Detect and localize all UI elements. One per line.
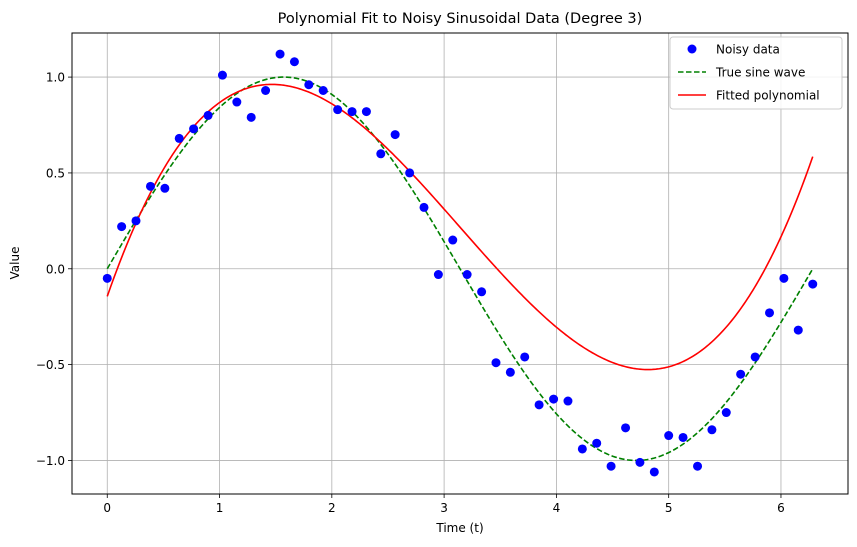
data-point [477, 287, 487, 297]
legend-label-fitted-polynomial: Fitted polynomial [716, 89, 820, 103]
x-tick-label: 4 [553, 501, 561, 515]
data-point [347, 107, 357, 117]
plot-frame [71, 32, 849, 495]
y-tick-label: 0.0 [46, 262, 65, 276]
data-point [765, 308, 775, 318]
data-point [505, 367, 515, 377]
data-point [736, 369, 746, 379]
data-point [750, 352, 760, 362]
series-line-fitted-polynomial [106, 83, 814, 371]
data-point [649, 467, 659, 477]
data-point [419, 202, 429, 212]
data-point [462, 270, 472, 280]
data-points [102, 49, 818, 477]
data-point [606, 461, 616, 471]
data-point [779, 273, 789, 283]
data-point [592, 438, 602, 448]
data-point [376, 149, 386, 159]
data-point [405, 168, 415, 178]
data-point [635, 457, 645, 467]
data-point [678, 432, 688, 442]
x-tick-label: 6 [777, 501, 785, 515]
data-point [707, 425, 717, 435]
data-point [534, 400, 544, 410]
data-point [131, 216, 141, 226]
data-point [145, 181, 155, 191]
data-point [217, 70, 227, 80]
data-point [563, 396, 573, 406]
data-point [793, 325, 803, 335]
y-ticks: −1.0 −0.5 0.0 0.5 1.0 [36, 71, 72, 468]
chart-title: Polynomial Fit to Noisy Sinusoidal Data … [278, 11, 643, 27]
x-tick-label: 5 [665, 501, 673, 515]
series-line-true-sine [106, 76, 814, 462]
data-point [174, 133, 184, 143]
data-point [160, 183, 170, 193]
data-point [333, 105, 343, 115]
data-point [520, 352, 530, 362]
data-point [549, 394, 559, 404]
data-point [275, 49, 285, 59]
data-point [390, 130, 400, 140]
y-tick-label: −0.5 [36, 358, 65, 372]
legend-label-true-sine: True sine wave [715, 66, 805, 80]
data-point [621, 423, 631, 433]
x-tick-label: 1 [216, 501, 224, 515]
data-point [289, 57, 299, 67]
data-point [189, 124, 199, 134]
y-tick-label: −1.0 [36, 454, 65, 468]
y-tick-label: 0.5 [46, 166, 65, 180]
data-point [304, 80, 314, 90]
data-point [693, 461, 703, 471]
data-point [433, 270, 443, 280]
data-point [577, 444, 587, 454]
x-ticks: 0 1 2 3 4 5 6 [103, 494, 785, 515]
legend-box [669, 36, 843, 110]
data-point [448, 235, 458, 245]
legend-marker-noisy-data [687, 44, 697, 54]
x-axis-label: Time (t) [435, 521, 483, 535]
y-tick-label: 1.0 [46, 71, 65, 85]
data-point [491, 358, 501, 368]
data-point [261, 86, 271, 96]
x-tick-label: 3 [440, 501, 448, 515]
data-point [361, 107, 371, 117]
data-point [203, 110, 213, 120]
y-axis-label: Value [8, 247, 22, 280]
data-point [246, 112, 256, 122]
plot-lines [106, 76, 814, 462]
data-point [721, 408, 731, 418]
data-point [102, 273, 112, 283]
data-point [664, 431, 674, 441]
data-point [318, 86, 328, 96]
data-point [808, 279, 818, 289]
data-point [232, 97, 242, 107]
x-tick-label: 2 [328, 501, 336, 515]
legend-label-noisy-data: Noisy data [716, 43, 780, 57]
data-point [117, 222, 127, 232]
grid [72, 33, 848, 494]
legend: Noisy data True sine wave Fitted polynom… [669, 36, 843, 110]
x-tick-label: 0 [103, 501, 111, 515]
